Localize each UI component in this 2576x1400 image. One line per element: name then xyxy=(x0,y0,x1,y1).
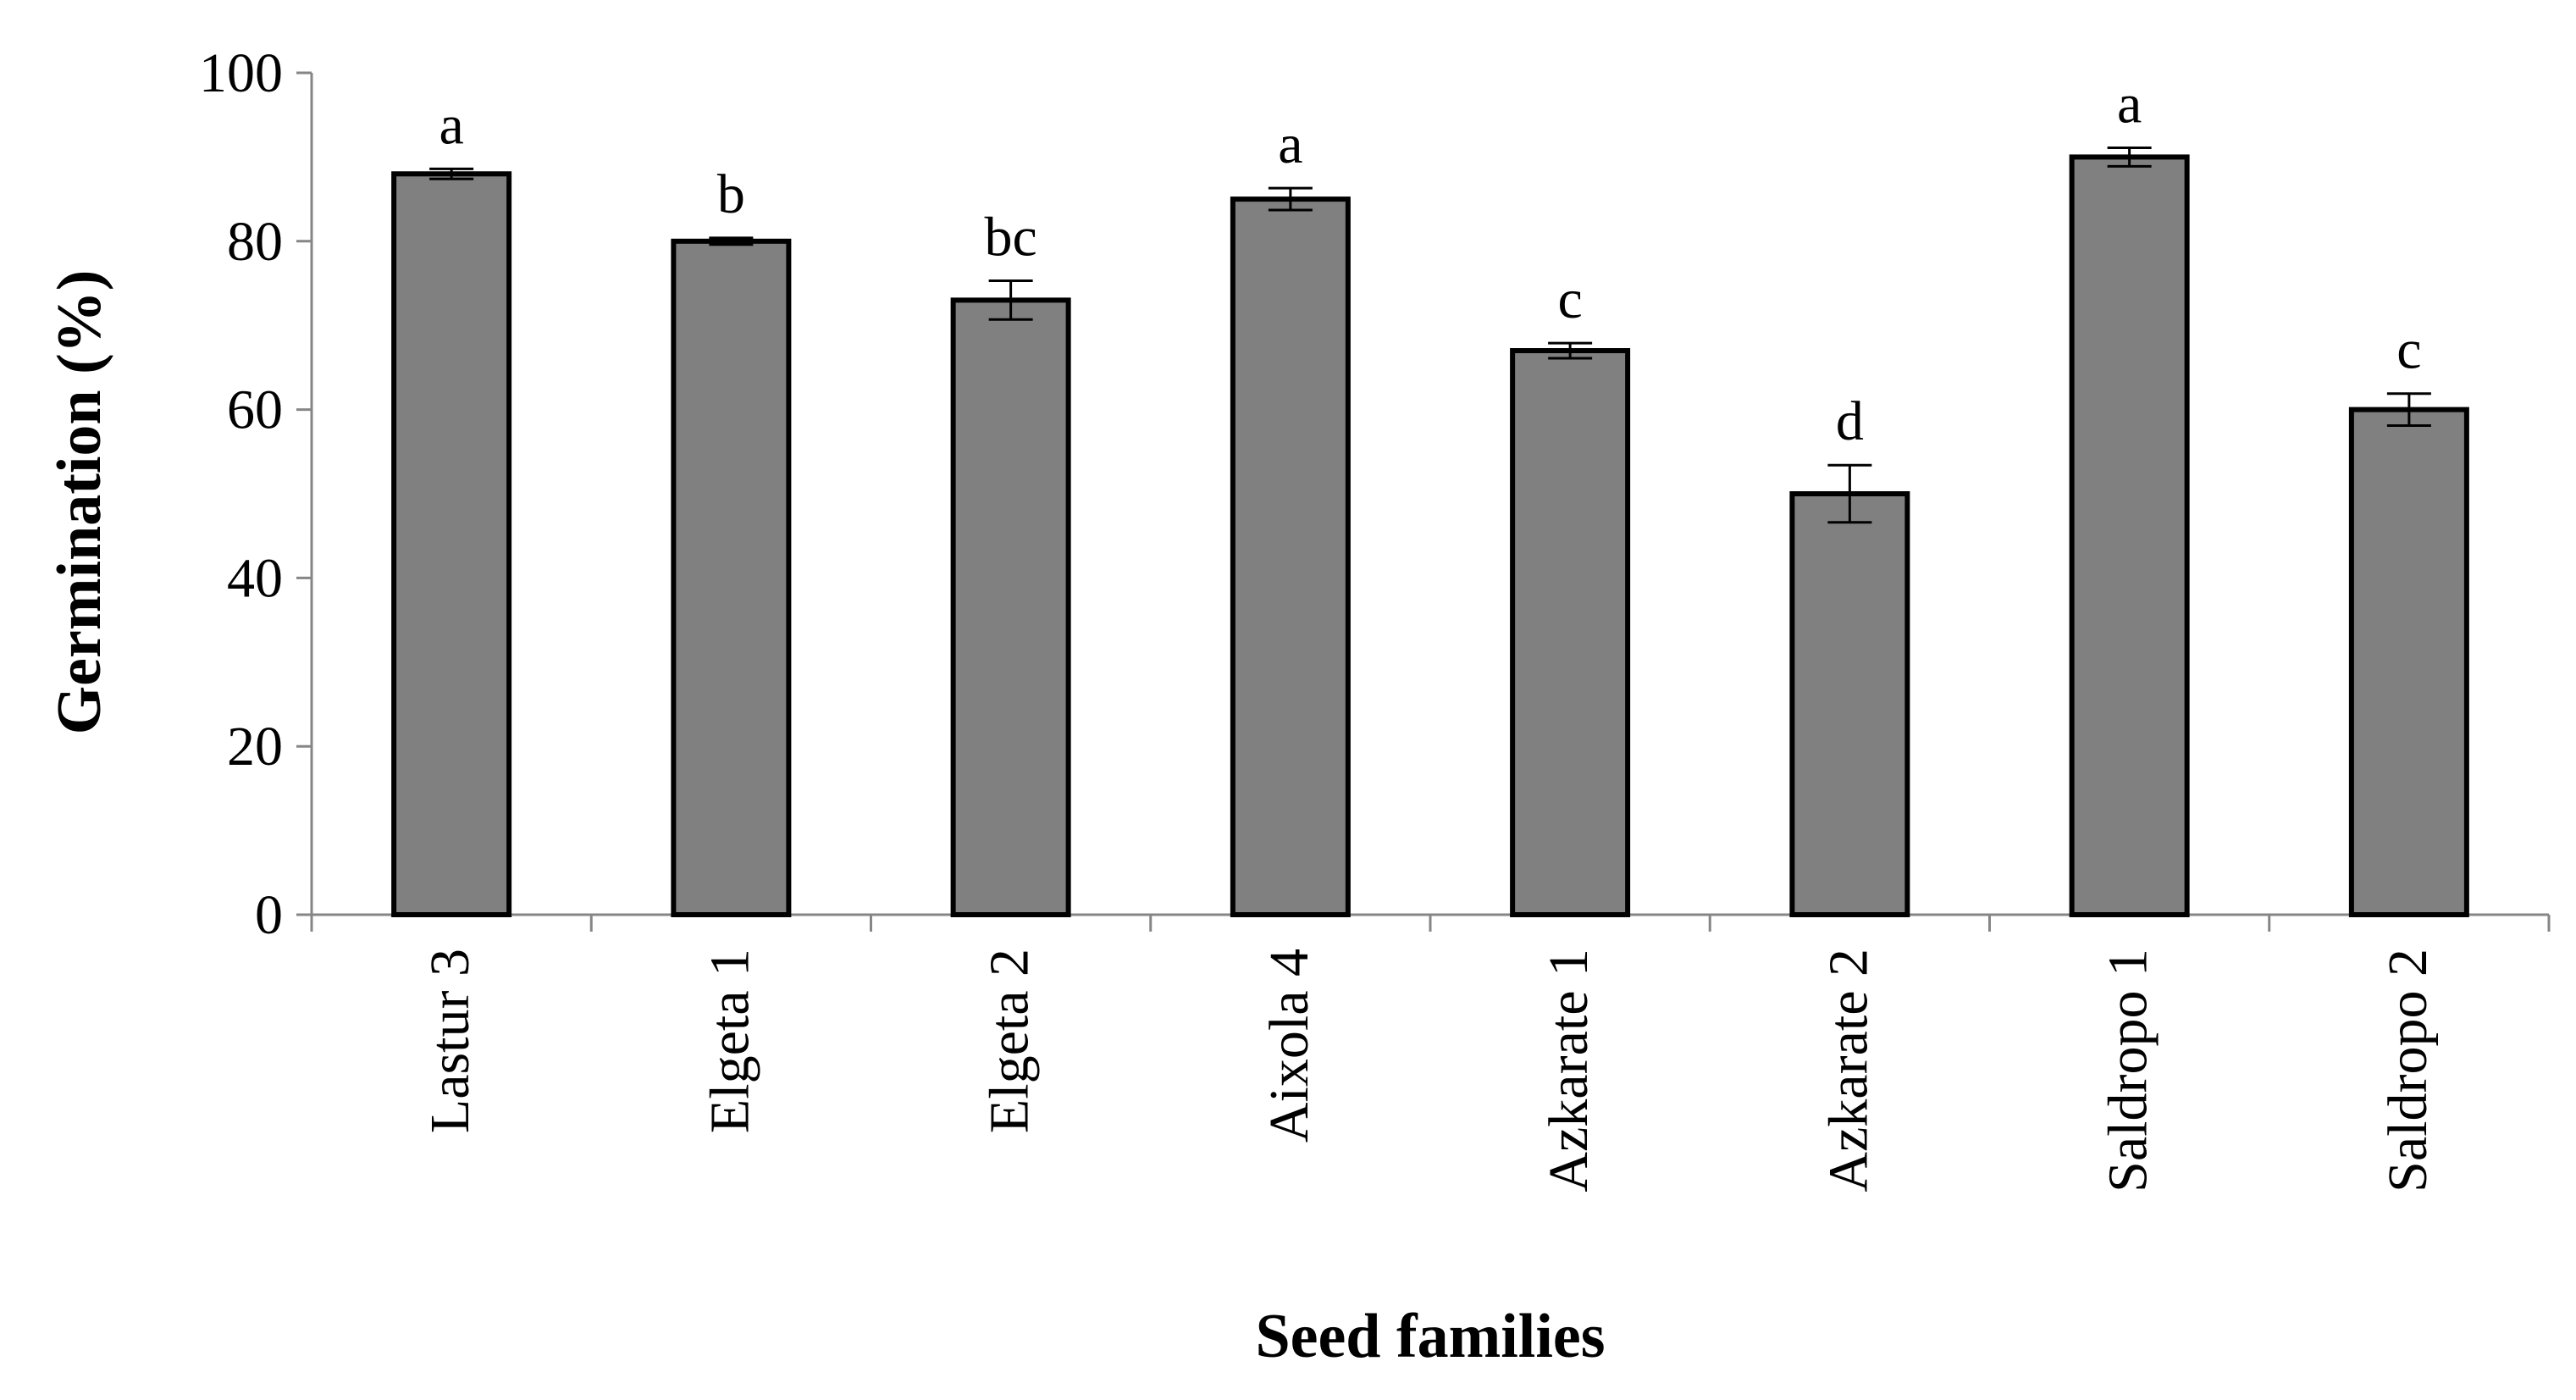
x-axis-title: Seed families xyxy=(1255,1302,1605,1371)
y-tick-label: 80 xyxy=(227,211,283,273)
bars xyxy=(391,146,2469,918)
significance-letter: a xyxy=(2117,73,2142,135)
bar-saldropo-1 xyxy=(2069,154,2190,917)
category-label: Elgeta 1 xyxy=(699,949,760,1133)
bar-saldropo-2 xyxy=(2348,407,2469,918)
significance-letter: bc xyxy=(984,207,1036,268)
significance-letter: c xyxy=(2396,319,2421,381)
category-label: Saldropo 2 xyxy=(2377,949,2439,1192)
significance-letter: a xyxy=(1278,113,1302,175)
y-tick-label: 100 xyxy=(199,42,283,104)
category-label: Lastur 3 xyxy=(419,949,481,1133)
significance-letter: d xyxy=(1836,390,1864,452)
labels: 0 20 40 60 80 100 a Lastur 3 b Elgeta 1 bc Elgeta 2… xyxy=(199,42,2439,1192)
y-axis-title: Germination (%) xyxy=(45,270,114,735)
category-label: Elgeta 2 xyxy=(979,949,1041,1133)
category-label: Saldropo 1 xyxy=(2098,949,2159,1192)
bar-aixola-4 xyxy=(1230,196,1351,918)
y-tick-label: 0 xyxy=(255,884,283,946)
significance-letter: b xyxy=(717,163,745,225)
y-tick-label: 20 xyxy=(227,716,283,777)
bar-elgeta-1 xyxy=(671,238,792,917)
y-tick-label: 40 xyxy=(227,547,283,609)
bar-elgeta-2 xyxy=(950,297,1071,917)
bar-lastur-3 xyxy=(391,171,512,917)
category-label: Aixola 4 xyxy=(1258,949,1320,1143)
significance-letter: a xyxy=(439,94,463,156)
y-tick-label: 60 xyxy=(227,379,283,441)
category-label: Azkarate 1 xyxy=(1538,949,1600,1192)
category-label: Azkarate 2 xyxy=(1817,949,1879,1192)
bar-azkarate-2 xyxy=(1789,491,1910,917)
axes xyxy=(296,71,2551,932)
significance-letter: c xyxy=(1557,268,1582,330)
bar-azkarate-1 xyxy=(1510,348,1631,917)
